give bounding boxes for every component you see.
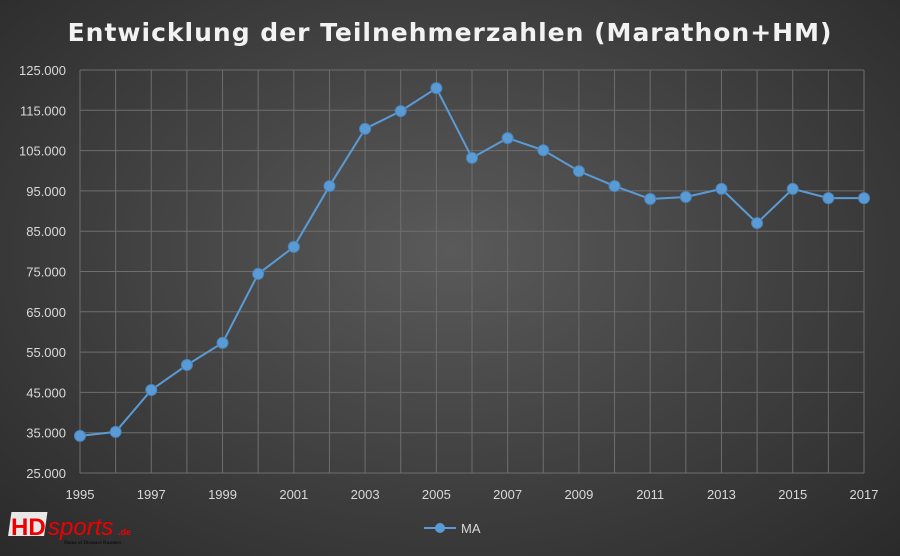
data-point	[180, 358, 193, 371]
x-tick-label: 2013	[707, 487, 736, 502]
data-point	[466, 151, 478, 164]
legend-label: MA	[461, 521, 481, 536]
svg-text:.de: .de	[118, 527, 131, 537]
data-point	[715, 182, 728, 195]
x-tick-label: 2009	[564, 487, 593, 502]
y-tick-label: 35.000	[26, 426, 66, 441]
data-point	[359, 122, 372, 135]
data-point	[537, 144, 550, 157]
y-tick-label: 65.000	[26, 305, 66, 320]
data-point	[751, 217, 764, 230]
data-point	[74, 429, 86, 442]
data-point	[608, 180, 621, 193]
x-tick-label: 1997	[137, 487, 166, 502]
svg-text:sports: sports	[48, 514, 113, 541]
data-point	[430, 82, 443, 95]
hdsports-logo: HD sports .de Home of Distance Runners	[8, 508, 133, 550]
y-tick-label: 105.000	[19, 144, 66, 159]
y-tick-label: 85.000	[26, 224, 66, 239]
x-tick-label: 1995	[66, 487, 95, 502]
svg-text:Home of Distance Runners: Home of Distance Runners	[64, 541, 121, 546]
x-tick-label: 2017	[850, 487, 879, 502]
data-point	[572, 165, 585, 178]
y-tick-label: 95.000	[26, 184, 66, 199]
y-tick-label: 25.000	[26, 466, 66, 481]
svg-text:HD: HD	[11, 514, 46, 541]
x-tick-label: 2005	[422, 487, 451, 502]
data-point	[145, 383, 158, 396]
data-point	[287, 240, 300, 253]
y-tick-label: 55.000	[26, 345, 66, 360]
y-tick-label: 125.000	[19, 63, 66, 78]
data-point	[109, 425, 122, 438]
chart-title: Entwicklung der Teilnehmerzahlen (Marath…	[67, 18, 833, 47]
y-tick-label: 75.000	[26, 265, 66, 280]
y-tick-label: 115.000	[20, 103, 66, 118]
y-tick-label: 45.000	[26, 385, 66, 400]
data-point	[252, 267, 265, 280]
data-point	[786, 182, 799, 195]
x-tick-label: 2003	[351, 487, 380, 502]
data-point	[394, 105, 407, 118]
x-tick-label: 2015	[778, 487, 807, 502]
x-tick-label: 2001	[279, 487, 308, 502]
data-point	[323, 180, 336, 193]
data-point	[501, 132, 514, 145]
data-point	[644, 192, 657, 205]
data-point	[216, 336, 229, 349]
x-tick-label: 2007	[493, 487, 522, 502]
data-point	[822, 192, 835, 205]
legend-marker	[435, 523, 445, 533]
data-point	[858, 192, 870, 205]
x-tick-label: 1999	[208, 487, 237, 502]
data-point	[679, 190, 692, 203]
x-tick-label: 2011	[636, 487, 664, 502]
